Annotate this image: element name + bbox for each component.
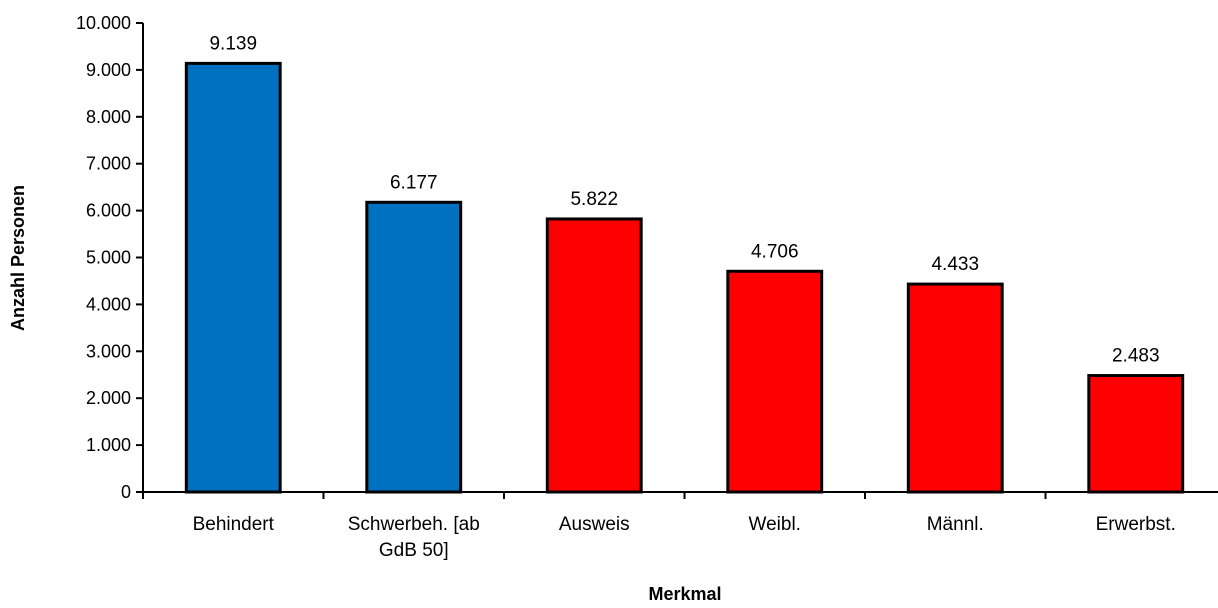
y-tick-label: 1.000 <box>86 435 131 455</box>
data-label: 4.433 <box>931 254 979 275</box>
y-tick-label: 0 <box>121 482 131 502</box>
y-tick-label: 8.000 <box>86 107 131 127</box>
y-tick-label: 5.000 <box>86 248 131 268</box>
y-tick-label: 9.000 <box>86 60 131 80</box>
y-tick-label: 7.000 <box>86 154 131 174</box>
bar <box>1087 374 1185 494</box>
x-tick-label: Weibl. <box>749 514 801 535</box>
y-tick-label: 10.000 <box>76 13 131 33</box>
bar <box>906 282 1004 494</box>
data-label: 5.822 <box>570 189 618 210</box>
x-tick-label: Behindert <box>193 514 275 535</box>
data-label: 9.139 <box>209 33 257 54</box>
y-axis-title: Anzahl Personen <box>8 185 28 331</box>
x-tick-label: GdB 50] <box>379 540 449 561</box>
x-tick-label: Erwerbst. <box>1096 514 1176 535</box>
data-label: 4.706 <box>751 241 799 262</box>
bar <box>184 61 282 494</box>
x-tick-label: Männl. <box>927 514 984 535</box>
bar <box>545 217 643 494</box>
x-axis-title: Merkmal <box>648 584 721 604</box>
x-tick-label: Schwerbeh. [ab <box>348 514 480 535</box>
y-tick-label: 4.000 <box>86 294 131 314</box>
bar <box>726 269 824 494</box>
bar <box>365 200 463 494</box>
y-tick-label: 2.000 <box>86 388 131 408</box>
y-axis: 0 1.000 2.000 3.000 4.000 5.000 6.000 7.000 8.00… <box>76 13 144 502</box>
bars <box>184 61 1185 494</box>
y-tick-label: 6.000 <box>86 201 131 221</box>
x-tick-label: Ausweis <box>559 514 630 535</box>
data-label: 2.483 <box>1112 346 1160 367</box>
x-axis: Behindert Schwerbeh. [ab GdB 50] Ausweis Wei… <box>142 491 1218 561</box>
data-label: 6.177 <box>390 172 438 193</box>
y-tick-label: 3.000 <box>86 341 131 361</box>
data-labels: 9.139 6.177 5.822 4.706 4.433 2.483 <box>209 33 1159 366</box>
